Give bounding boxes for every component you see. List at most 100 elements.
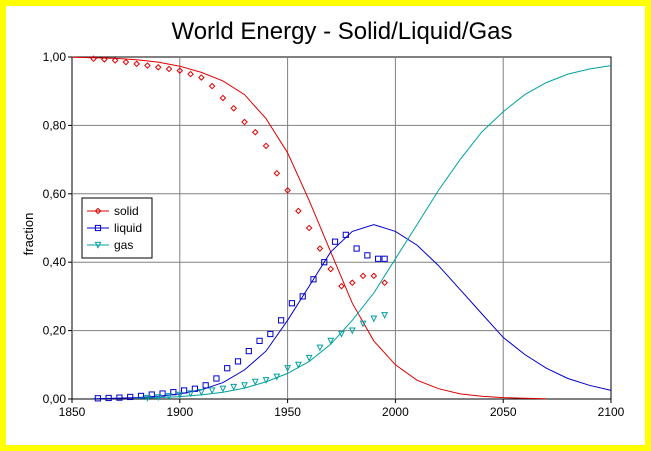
series-solid [71,55,547,400]
y-tick-label: 0,80 [43,118,67,132]
liquid-data-point [342,231,349,238]
gas-data-point [176,391,184,399]
gas-data-point [241,382,248,390]
gas-data-point [284,365,292,372]
solid-data-point [154,63,162,71]
x-tick-label: 1950 [274,405,301,419]
solid-data-point [381,279,388,287]
legend-label-solid: solid [114,204,139,218]
liquid-data-point [202,382,209,389]
liquid-data-point [127,393,134,401]
x-tick-label: 2100 [598,405,625,419]
y-tick-label: 0,00 [43,392,67,406]
gas-data-point [273,373,281,381]
gas-data-point [294,361,302,369]
gas-data-point [154,394,162,402]
x-tick-label: 2000 [382,405,409,419]
solid-data-point [241,118,248,126]
liquid-data-point [148,391,155,398]
liquid-data-point [256,337,263,344]
legend-marker-liquid [94,224,102,232]
liquid-data-point [278,317,285,324]
solid-data-point [144,62,151,69]
liquid-data-point [245,348,252,355]
solid-data-point [359,272,367,280]
gas-data-point [305,354,313,362]
solid-data-point [305,224,313,232]
solid-data-point [370,272,378,280]
liquid-data-point [310,276,317,283]
solid-data-point [219,94,227,102]
x-tick-label: 1850 [59,405,86,419]
plot-background [71,56,612,400]
liquid-data-point [381,255,388,262]
solid-data-point [111,57,119,64]
solid-data-point [165,65,173,73]
gas-data-point [219,385,227,393]
liquid-data-point [213,375,220,382]
gas-data-point [144,394,151,402]
solid-data-point [327,265,335,273]
solid-data-point [208,82,216,90]
liquid-data-point [299,293,306,300]
chart: World Energy - Solid/Liquid/Gas fraction… [21,18,625,419]
y-tick-label: 0,20 [43,324,67,338]
solid-data-point [262,142,270,150]
legend: solid liquid gas [81,197,153,259]
x-tick-label: 2050 [490,405,517,419]
liquid-data-point [331,238,339,245]
solid-data-point [295,207,302,215]
solid-data-point [90,55,97,63]
gas-data-point [370,315,378,323]
gas-data-point [381,312,389,319]
solid-data-point [251,128,259,136]
y-axis-label: fraction [21,213,36,256]
solid-data-point [338,282,345,290]
gas-data-point [348,327,356,335]
liquid-fit-line [93,224,612,400]
liquid-data-point [116,394,123,401]
liquid-data-point [364,252,371,259]
plot-area: 1850 1900 1950 2000 2050 2100 0,00 0,20 0,40 0,60… [43,50,625,419]
gas-data-point [208,387,216,395]
legend-marker-gas [94,241,102,249]
gas-data-point [251,378,259,386]
solid-data-point [133,60,140,68]
liquid-data-point [191,385,198,392]
legend-label-liquid: liquid [114,221,142,235]
solid-data-point [273,169,281,177]
liquid-data-point [321,259,328,266]
y-tick-label: 1,00 [43,50,67,64]
legend-label-gas: gas [114,238,133,252]
solid-data-point [122,58,130,66]
liquid-data-point [181,387,188,394]
series-liquid [93,224,612,402]
solid-data-point [316,245,324,252]
liquid-data-point [375,255,382,262]
solid-data-point [101,56,108,63]
solid-fit-line [71,56,547,400]
solid-data-point [230,104,238,112]
series-gas [136,65,612,402]
y-tick-label: 0,60 [43,187,67,201]
x-tick-label: 1900 [166,405,193,419]
gas-data-point [316,344,324,352]
chart-frame: World Energy - Solid/Liquid/Gas fraction… [6,6,645,445]
gas-data-point [187,390,194,398]
liquid-data-point [170,389,177,396]
liquid-data-point [159,390,166,397]
liquid-data-point [105,394,112,402]
liquid-data-point [224,365,231,372]
gas-data-point [262,377,270,384]
solid-data-point [348,279,356,287]
gas-data-point [338,330,345,338]
gas-data-point [359,320,367,328]
solid-data-point [187,70,194,78]
chart-title: World Energy - Solid/Liquid/Gas [171,18,512,45]
y-tick-label: 0,40 [43,255,67,269]
solid-data-point [176,67,184,74]
gas-fit-line [136,65,612,399]
liquid-data-point [94,395,101,402]
legend-marker-solid [94,207,102,215]
solid-data-point [198,74,205,81]
